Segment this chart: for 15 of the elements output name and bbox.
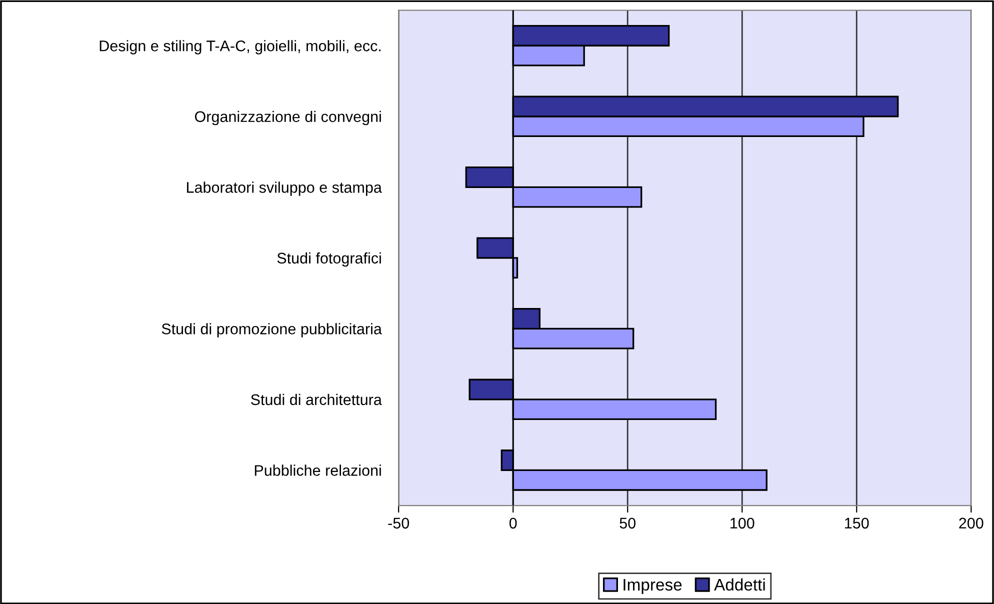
legend-label: Addetti <box>714 578 765 591</box>
legend-label: Imprese <box>624 579 682 594</box>
x-tick-label: 50 <box>620 518 636 529</box>
x-tick-label: 150 <box>845 518 869 529</box>
y-tick-label: Studi di promozione pubblicitaria <box>162 323 382 338</box>
y-tick-label: Organizzazione di convegni <box>194 110 381 126</box>
y-tick-label: Studi fotografici <box>277 252 381 267</box>
y-tick-label: Design e stiling T-A-C, gioielli, mobili, ecc. <box>100 40 381 54</box>
y-tick-label: Laboratori sviluppo e stampa <box>187 182 382 196</box>
x-tick-label: -50 <box>388 518 410 529</box>
x-tick-label: 200 <box>959 518 984 529</box>
y-tick-label: Pubbliche relazioni <box>254 464 381 476</box>
x-tick-label: 100 <box>730 518 754 529</box>
x-tick-label: 0 <box>509 518 517 529</box>
y-tick-label: Studi di architettura <box>251 394 382 406</box>
